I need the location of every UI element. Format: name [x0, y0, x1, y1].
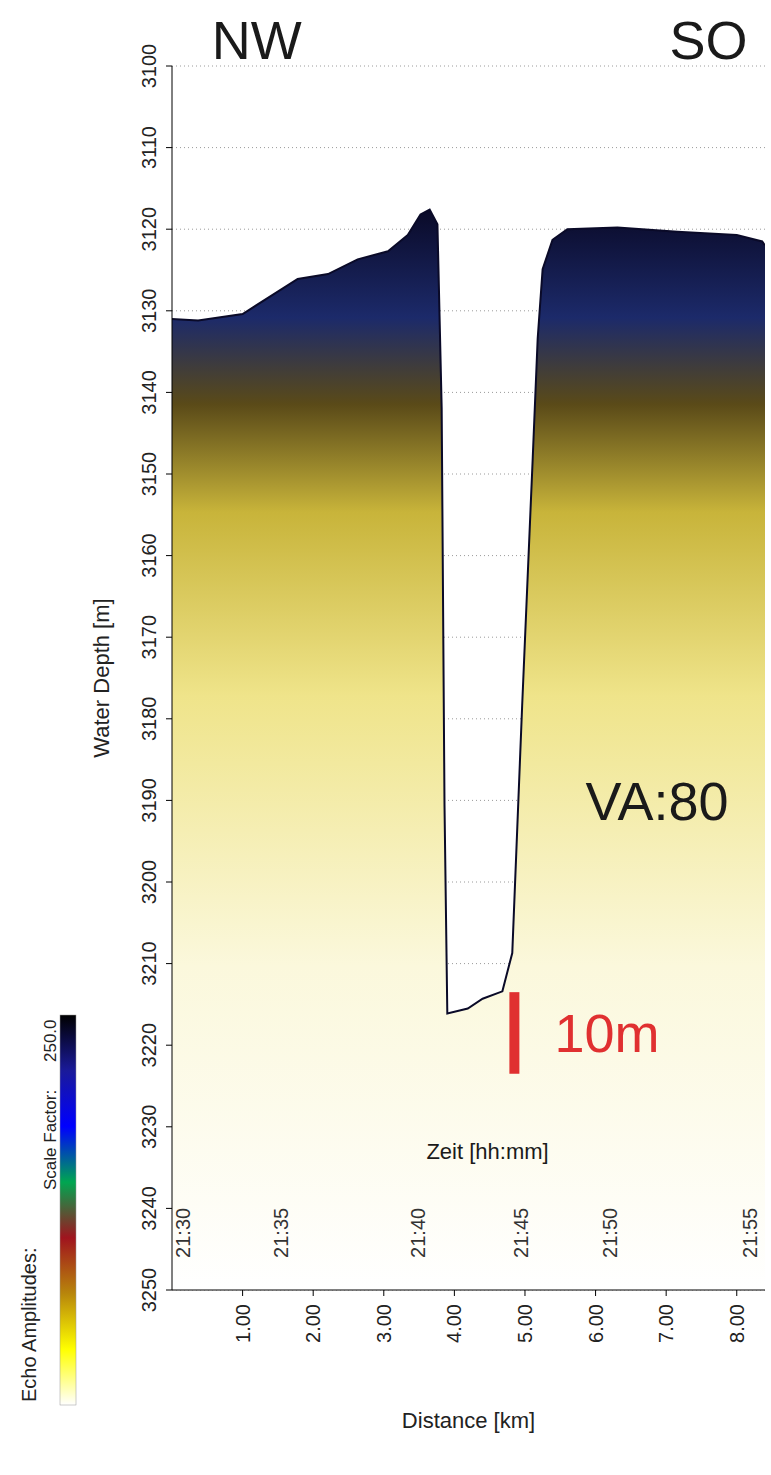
- svg-text:3110: 3110: [138, 126, 160, 169]
- svg-text:NW: NW: [212, 10, 302, 70]
- svg-text:3170: 3170: [138, 615, 160, 660]
- svg-text:3160: 3160: [138, 533, 160, 578]
- svg-text:3250: 3250: [138, 1268, 160, 1313]
- svg-text:3230: 3230: [138, 1105, 160, 1150]
- svg-text:Water Depth [m]: Water Depth [m]: [89, 598, 114, 757]
- svg-text:3200: 3200: [138, 860, 160, 905]
- svg-text:3120: 3120: [138, 207, 160, 252]
- svg-text:3100: 3100: [138, 44, 160, 89]
- svg-text:Echo Amplitudes:: Echo Amplitudes:: [18, 1247, 40, 1402]
- svg-text:3140: 3140: [138, 370, 160, 415]
- svg-text:3220: 3220: [138, 1023, 160, 1068]
- svg-text:21:50: 21:50: [599, 1208, 621, 1258]
- svg-text:3150: 3150: [138, 452, 160, 497]
- svg-text:Scale Factor:: Scale Factor:: [41, 1090, 60, 1190]
- svg-text:SO: SO: [670, 10, 748, 70]
- svg-text:21:30: 21:30: [172, 1208, 194, 1258]
- svg-text:3180: 3180: [138, 697, 160, 742]
- svg-text:Zeit [hh:mm]: Zeit [hh:mm]: [426, 1139, 548, 1164]
- svg-text:21:45: 21:45: [510, 1208, 532, 1258]
- svg-text:1.00: 1.00: [232, 1304, 254, 1343]
- svg-text:Distance [km]: Distance [km]: [402, 1408, 535, 1433]
- svg-text:3240: 3240: [138, 1186, 160, 1231]
- svg-text:10m: 10m: [554, 1003, 659, 1063]
- svg-text:3210: 3210: [138, 941, 160, 986]
- svg-text:8.00: 8.00: [726, 1304, 748, 1343]
- svg-text:4.00: 4.00: [443, 1304, 465, 1343]
- svg-text:21:35: 21:35: [270, 1208, 292, 1258]
- svg-text:6.00: 6.00: [585, 1304, 607, 1343]
- svg-text:3190: 3190: [138, 778, 160, 823]
- svg-text:3.00: 3.00: [373, 1304, 395, 1343]
- svg-text:21:40: 21:40: [407, 1208, 429, 1258]
- svg-text:7.00: 7.00: [655, 1304, 677, 1343]
- svg-text:5.00: 5.00: [514, 1304, 536, 1343]
- svg-text:VA:80: VA:80: [585, 771, 728, 831]
- svg-text:2.00: 2.00: [302, 1304, 324, 1343]
- svg-text:3130: 3130: [138, 289, 160, 334]
- svg-text:21:55: 21:55: [739, 1208, 761, 1258]
- svg-text:250.0: 250.0: [41, 1019, 60, 1062]
